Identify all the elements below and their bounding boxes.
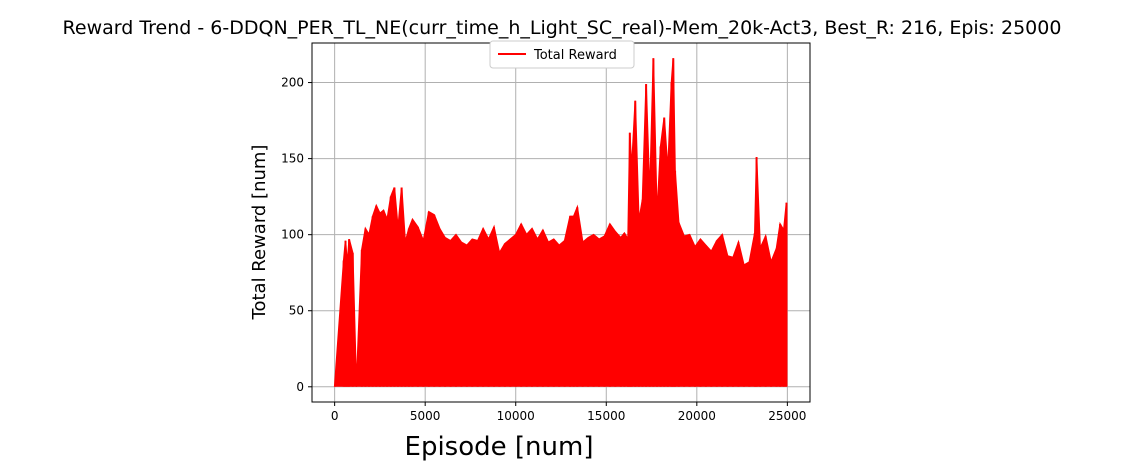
x-tick-label: 25000 (768, 409, 806, 423)
y-tick-label: 0 (296, 380, 304, 394)
y-tick-label: 200 (281, 76, 304, 90)
x-axis-ticks: 0 5000 10000 15000 20000 25000 (331, 402, 806, 423)
y-tick-label: 50 (289, 304, 304, 318)
y-tick-label: 150 (281, 152, 304, 166)
legend-entry-total-reward: Total Reward (533, 48, 617, 63)
x-axis-label: Episode [num] (405, 432, 594, 462)
legend: Total Reward (489, 40, 635, 69)
chart-title: Reward Trend - 6-DDQN_PER_TL_NE(curr_tim… (63, 17, 1062, 39)
y-axis-label: Total Reward [num] (249, 145, 270, 321)
x-tick-label: 5000 (410, 409, 441, 423)
plot-area (333, 58, 788, 387)
y-axis-ticks: 0 50 100 150 200 (281, 76, 312, 394)
x-tick-label: 15000 (587, 409, 625, 423)
x-tick-label: 10000 (497, 409, 535, 423)
series-line-0 (333, 58, 788, 387)
x-tick-label: 0 (331, 409, 339, 423)
legend-box (489, 40, 635, 69)
x-tick-label: 20000 (678, 409, 716, 423)
y-tick-label: 100 (281, 228, 304, 242)
